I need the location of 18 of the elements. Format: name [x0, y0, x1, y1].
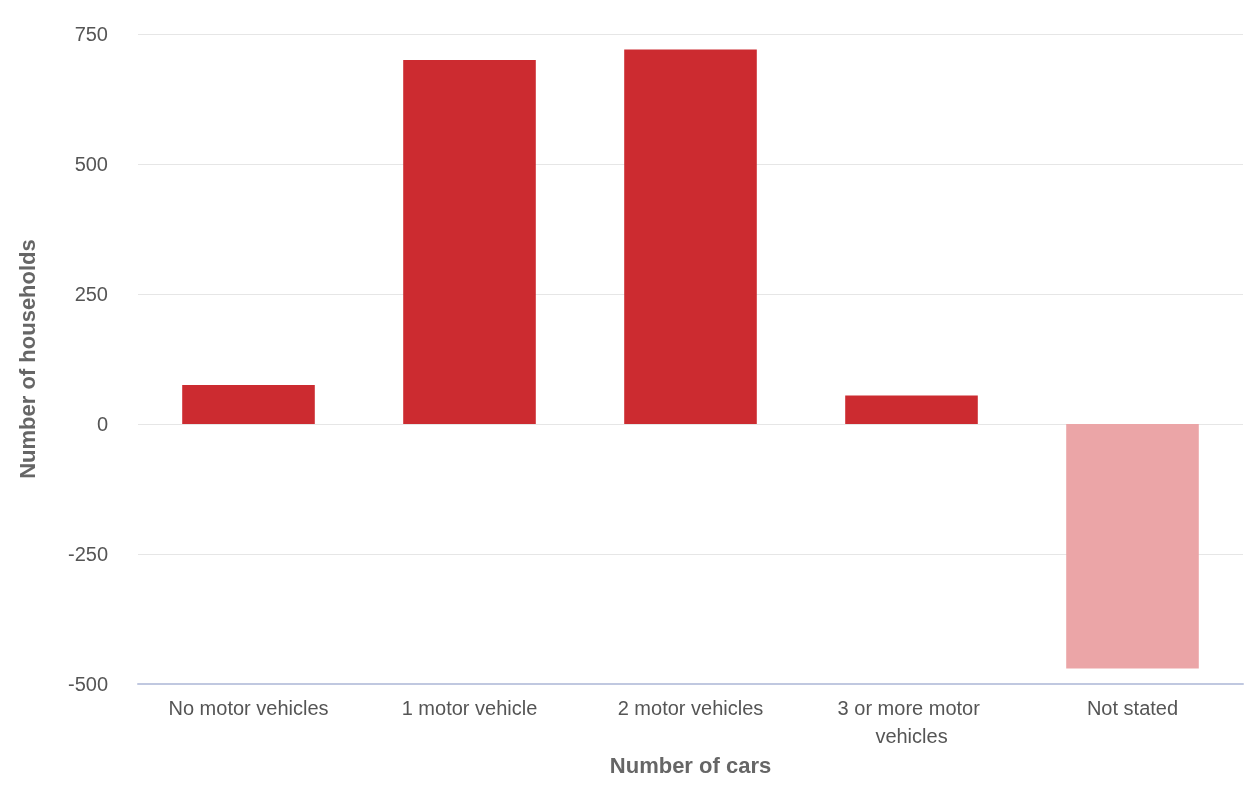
y-tick-label: -250 [67, 543, 108, 565]
y-tick-label: -500 [67, 673, 108, 695]
y-tick-label: 500 [74, 153, 108, 175]
bar [845, 395, 978, 424]
bar [1066, 424, 1199, 669]
x-tick-label: 2 motor vehicles [617, 697, 764, 719]
bar [182, 385, 315, 424]
x-axis-title: Number of cars [609, 753, 772, 779]
y-axis-title: Number of households [14, 239, 40, 479]
y-tick-label: 750 [74, 23, 108, 45]
x-tick-label: 3 or more motor vehicles [837, 697, 986, 747]
bar [624, 49, 757, 424]
x-tick-label: Not stated [1086, 697, 1179, 719]
y-tick-label: 250 [74, 283, 108, 305]
x-tick-label: No motor vehicles [168, 697, 329, 719]
bar [403, 60, 536, 424]
y-tick-label: 0 [96, 413, 108, 435]
x-tick-label: 1 motor vehicle [401, 697, 538, 719]
